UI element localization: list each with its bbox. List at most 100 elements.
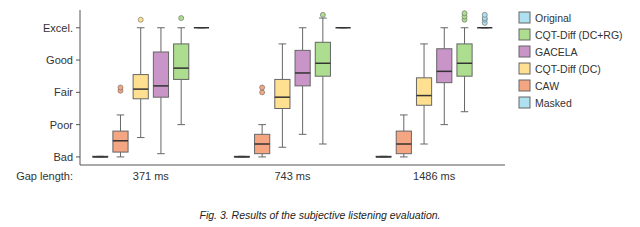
cap-low	[117, 156, 125, 157]
median	[376, 156, 391, 158]
flier	[482, 12, 487, 17]
box	[437, 49, 452, 83]
whisker-high	[302, 28, 303, 51]
whisker-high	[140, 28, 141, 75]
flier	[118, 85, 123, 90]
cap-high	[117, 114, 125, 115]
cap-low	[157, 153, 165, 154]
flier	[138, 17, 143, 22]
y-tick-label: Fair	[54, 86, 73, 98]
cap-low	[258, 156, 266, 157]
y-tick-label: Poor	[50, 119, 74, 131]
box	[295, 50, 310, 86]
box	[336, 27, 351, 28]
median	[477, 27, 492, 29]
whisker-low	[160, 97, 161, 154]
whisker-low	[140, 99, 141, 138]
median	[295, 72, 310, 74]
legend-swatch	[519, 46, 530, 57]
x-tick-label: 1486 ms	[413, 170, 456, 182]
legend-label: Masked	[535, 97, 572, 109]
y-axis-line	[80, 10, 81, 165]
median	[174, 67, 189, 69]
cap-high	[461, 27, 469, 28]
cap-high	[258, 124, 266, 125]
whisker-high	[120, 115, 121, 131]
box	[275, 79, 290, 108]
whisker-low	[322, 76, 323, 144]
y-tick	[76, 92, 80, 93]
cap-low	[177, 124, 185, 125]
flier	[462, 11, 467, 16]
box	[174, 44, 189, 80]
median	[194, 27, 209, 29]
box	[234, 156, 249, 158]
median	[437, 71, 452, 73]
cap-high	[157, 27, 165, 28]
cap-low	[279, 147, 287, 148]
legend-label: CQT-Diff (DC+RG)	[535, 29, 623, 41]
y-tick	[76, 27, 80, 28]
x-tick-label: 743 ms	[274, 170, 311, 182]
whisker-high	[464, 28, 465, 44]
y-tick	[76, 124, 80, 125]
median	[113, 140, 128, 142]
box	[376, 156, 391, 158]
median	[234, 156, 249, 158]
legend-swatch	[519, 80, 530, 91]
cap-high	[137, 27, 145, 28]
whisker-high	[181, 28, 182, 44]
whisker-low	[424, 105, 425, 144]
x-tick-label: 371 ms	[133, 170, 170, 182]
whisker-low	[464, 76, 465, 112]
median	[336, 27, 351, 29]
cap-low	[440, 124, 448, 125]
x-axis-label: Gap length:	[16, 170, 73, 182]
box	[396, 131, 411, 154]
y-tick	[76, 60, 80, 61]
cap-low	[400, 156, 408, 157]
cap-high	[279, 43, 287, 44]
whisker-low	[302, 86, 303, 134]
box	[457, 44, 472, 76]
legend-label: CQT-Diff (DC)	[535, 63, 601, 75]
whisker-high	[403, 115, 404, 131]
box	[153, 52, 168, 97]
y-tick-label: Bad	[53, 151, 73, 163]
legend: Original CQT-Diff (DC+RG) GACELA CQT-Diff (…	[519, 12, 623, 109]
legend-swatch	[519, 29, 530, 40]
median	[315, 63, 330, 65]
flier	[179, 16, 184, 21]
box	[255, 134, 270, 153]
x-axis-line	[80, 165, 505, 166]
box	[315, 42, 330, 76]
median	[153, 85, 168, 87]
legend-swatch	[519, 63, 530, 74]
cap-low	[299, 134, 307, 135]
cap-low	[420, 144, 428, 145]
whisker-low	[181, 79, 182, 124]
whisker-high	[160, 28, 161, 52]
legend-label: Original	[535, 12, 571, 24]
cap-low	[137, 137, 145, 138]
whisker-high	[282, 44, 283, 80]
y-tick-label: Excel.	[43, 22, 73, 34]
box	[93, 156, 108, 158]
whisker-high	[424, 44, 425, 78]
whisker-low	[120, 152, 121, 157]
whisker-low	[282, 108, 283, 147]
cap-high	[177, 27, 185, 28]
whisker-high	[262, 125, 263, 135]
y-tick	[76, 156, 80, 157]
whisker-low	[444, 83, 445, 125]
cap-high	[440, 27, 448, 28]
legend-label: GACELA	[535, 46, 578, 58]
box	[416, 78, 431, 105]
cap-high	[400, 114, 408, 115]
median	[255, 143, 270, 145]
legend-swatch	[519, 12, 530, 23]
chart: BadPoorFairGoodExcel.371 ms743 ms1486 ms…	[0, 0, 640, 227]
median	[396, 143, 411, 145]
box	[194, 27, 209, 28]
box	[113, 131, 128, 152]
